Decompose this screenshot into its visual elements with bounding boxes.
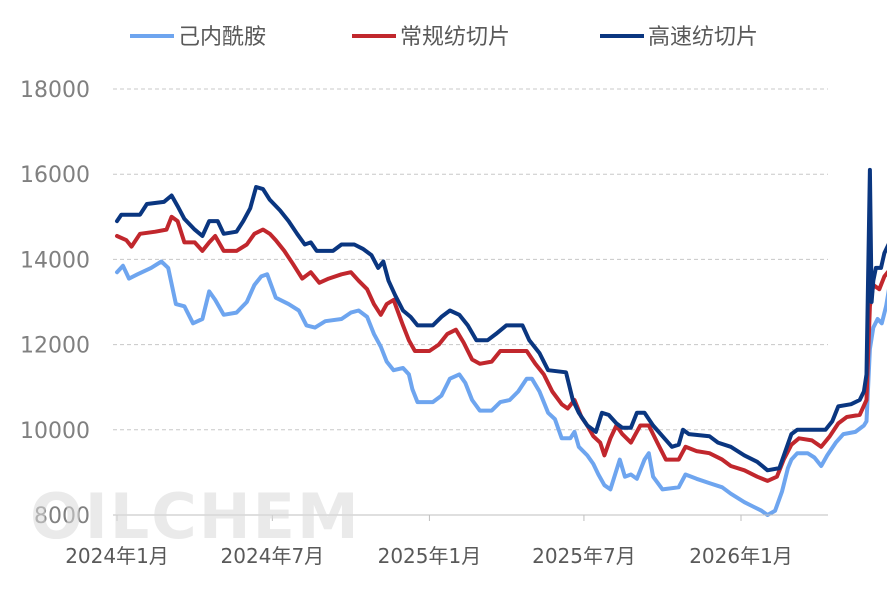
legend-label-2: 常规纺切片 [400, 25, 510, 50]
legend-label-3: 高速纺切片 [648, 25, 758, 50]
y-axis-ticks: 8000 10000 12000 14000 16000 18000 [20, 78, 90, 529]
gridlines [113, 88, 828, 431]
y-tick-label: 14000 [20, 248, 90, 273]
series-line-3 [115, 167, 887, 473]
x-tick-label: 2024年1月 [65, 544, 169, 568]
series-lines [115, 167, 887, 517]
x-tick-label: 2025年1月 [378, 544, 482, 568]
x-axis-ticks: 2024年1月 2024年7月 2025年1月 2025年7月 2026年1月 [65, 515, 793, 568]
y-tick-label: 16000 [20, 163, 90, 188]
y-tick-label: 10000 [20, 419, 90, 444]
y-tick-label: 18000 [20, 78, 90, 103]
y-tick-label: 8000 [34, 504, 90, 529]
x-tick-label: 2026年1月 [689, 544, 793, 568]
x-tick-label: 2024年7月 [221, 544, 325, 568]
x-tick-label: 2025年7月 [532, 544, 636, 568]
y-tick-label: 12000 [20, 334, 90, 359]
watermark: OILCHEM [30, 480, 361, 553]
legend: 己内酰胺 常规纺切片 高速纺切片 [130, 25, 758, 50]
series-line-1 [115, 259, 887, 517]
series-line-2 [115, 214, 887, 483]
legend-label-1: 己内酰胺 [178, 25, 266, 50]
